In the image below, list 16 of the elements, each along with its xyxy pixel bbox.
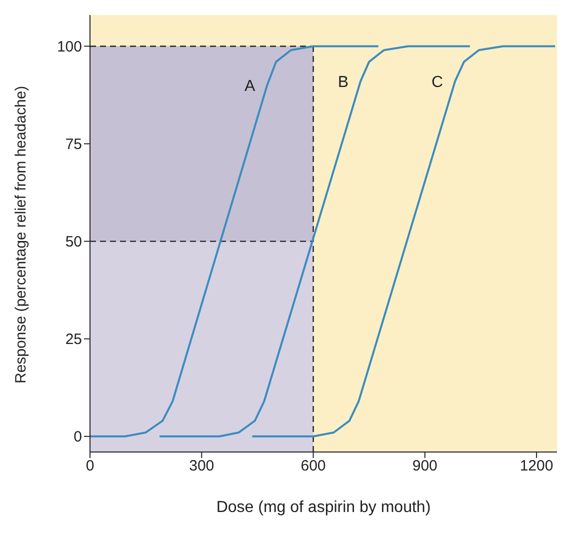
x-tick-label: 300 [189, 458, 214, 475]
series-label: B [338, 74, 349, 92]
y-tick-label: 75 [65, 136, 82, 154]
x-tick-label: 900 [412, 458, 438, 475]
x-axis-title: Dose (mg of aspirin by mouth) [216, 499, 431, 516]
x-tick-label: 0 [86, 458, 94, 475]
y-tick-label: 100 [56, 38, 82, 56]
y-tick-label: 50 [65, 234, 82, 251]
y-tick-label: 0 [74, 428, 82, 446]
x-tick-label: 600 [300, 458, 326, 475]
series-label: A [244, 78, 256, 95]
y-tick-label: 25 [65, 331, 82, 348]
series-label: C [431, 74, 444, 92]
y-axis-title: Response (percentage relief from headache) [12, 86, 30, 384]
x-tick-label: 1200 [520, 458, 554, 475]
line-series [158, 45, 471, 438]
